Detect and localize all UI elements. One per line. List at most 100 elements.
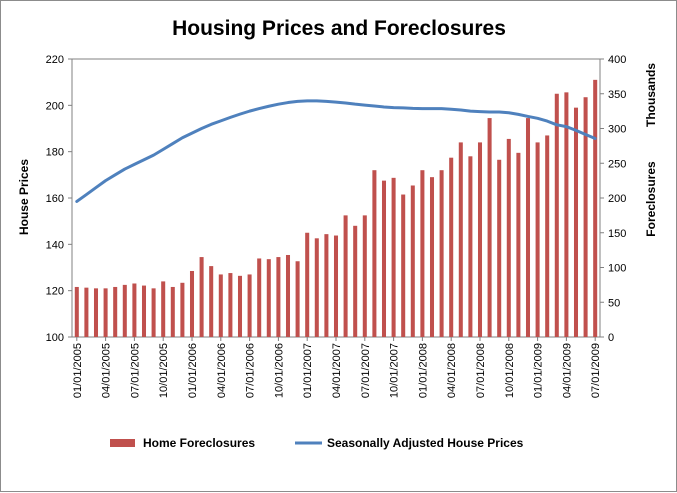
- x-tick-label: 04/01/2007: [331, 343, 343, 398]
- bar-foreclosures: [333, 235, 339, 337]
- y-left-tick-label: 180: [46, 147, 64, 159]
- bar-foreclosures: [372, 170, 377, 337]
- bar-foreclosures: [564, 92, 569, 337]
- x-tick-label: 07/01/2009: [590, 343, 602, 398]
- bar-foreclosures: [477, 142, 483, 337]
- bar-foreclosures: [401, 194, 406, 337]
- bar-foreclosures: [468, 156, 473, 337]
- bar-foreclosures: [74, 286, 79, 337]
- y-right-tick-label: 200: [608, 193, 626, 205]
- x-tick-label: 10/01/2008: [504, 343, 516, 398]
- chart-title: Housing Prices and Foreclosures: [172, 17, 506, 40]
- bar-foreclosures: [257, 258, 262, 337]
- bar-foreclosures: [506, 138, 511, 337]
- x-tick-label: 07/01/2005: [129, 343, 141, 398]
- bar-foreclosures: [573, 107, 579, 338]
- y-right-tick-label: 50: [608, 297, 620, 309]
- bar-foreclosures: [535, 142, 540, 337]
- x-tick-label: 01/01/2009: [533, 343, 545, 398]
- legend-label-house-prices: Seasonally Adjusted House Prices: [327, 436, 524, 450]
- bar-foreclosures: [516, 152, 521, 337]
- y-left-tick-label: 160: [46, 193, 64, 205]
- legend-label-foreclosures: Home Foreclosures: [143, 436, 255, 450]
- bar-foreclosures: [343, 215, 348, 338]
- y-right-tick-label: 350: [608, 89, 626, 101]
- bar-foreclosures: [103, 288, 108, 337]
- x-tick-label: 10/01/2006: [273, 343, 285, 398]
- bar-foreclosures: [545, 135, 550, 337]
- bar-foreclosures: [151, 288, 156, 337]
- bar-foreclosures: [429, 177, 435, 337]
- legend: Home Foreclosures Seasonally Adjusted Ho…: [110, 436, 524, 450]
- bar-foreclosures: [449, 157, 454, 337]
- bar-foreclosures: [324, 234, 329, 337]
- x-tick-label: 07/01/2007: [360, 343, 372, 398]
- y-left-tick-label: 100: [46, 332, 64, 344]
- bar-foreclosures: [237, 275, 243, 337]
- bar-foreclosures: [218, 274, 223, 337]
- x-tick-label: 10/01/2005: [158, 343, 170, 398]
- bar-foreclosures: [122, 284, 127, 338]
- bar-foreclosures: [209, 266, 214, 337]
- bar-foreclosures: [554, 93, 559, 337]
- bar-foreclosures: [161, 281, 166, 337]
- bar-foreclosures: [391, 177, 396, 337]
- bar-foreclosures: [170, 286, 175, 337]
- bar-foreclosures: [420, 170, 425, 337]
- x-tick-label: 01/01/2007: [302, 343, 314, 398]
- bar-foreclosures: [353, 225, 358, 337]
- x-tick-label: 07/01/2006: [245, 343, 257, 398]
- y-left-tick-label: 120: [46, 286, 64, 298]
- y-right-tick-label: 300: [608, 124, 626, 136]
- bar-foreclosures: [381, 180, 387, 338]
- bar-foreclosures: [141, 285, 147, 337]
- bar-foreclosures: [180, 282, 185, 337]
- y-left-tick-label: 200: [46, 100, 64, 112]
- bar-foreclosures: [362, 215, 367, 338]
- bar-foreclosures: [593, 79, 598, 337]
- x-tick-label: 04/01/2009: [561, 343, 573, 398]
- y-axis-right-title: Foreclosures: [644, 161, 658, 237]
- y-left-tick-label: 140: [46, 239, 64, 251]
- bar-foreclosures: [525, 118, 531, 337]
- bar-foreclosures: [583, 97, 588, 337]
- bar-foreclosures: [487, 118, 492, 337]
- y-right-tick-label: 400: [608, 54, 626, 66]
- bar-foreclosures: [410, 185, 415, 337]
- bar-foreclosures: [276, 257, 281, 337]
- bar-foreclosures: [189, 270, 195, 337]
- x-tick-label: 01/01/2008: [417, 343, 429, 398]
- bar-foreclosures: [199, 257, 204, 337]
- bar-foreclosures: [247, 274, 252, 337]
- x-tick-label: 04/01/2006: [216, 343, 228, 398]
- y-right-tick-label: 0: [608, 332, 614, 344]
- bar-foreclosures: [266, 259, 271, 337]
- y-right-tick-label: 100: [608, 263, 626, 275]
- bar-foreclosures: [314, 238, 319, 337]
- bar-foreclosures: [93, 288, 99, 337]
- bar-foreclosures: [113, 286, 118, 337]
- legend-swatch-foreclosures: [110, 439, 135, 447]
- bar-foreclosures: [228, 273, 233, 337]
- y-axis-left-title: House Prices: [17, 159, 31, 235]
- x-tick-label: 01/01/2006: [187, 343, 199, 398]
- x-tick-label: 04/01/2008: [446, 343, 458, 398]
- y-left-tick-label: 220: [46, 54, 64, 66]
- bar-foreclosures: [439, 170, 444, 337]
- x-tick-label: 04/01/2005: [101, 343, 113, 398]
- bar-foreclosures: [305, 232, 310, 337]
- x-tick-label: 07/01/2008: [475, 343, 487, 398]
- bar-foreclosures: [285, 254, 291, 337]
- bar-foreclosures: [132, 283, 137, 337]
- bar-foreclosures: [84, 287, 89, 337]
- bar-foreclosures: [295, 261, 300, 337]
- bar-foreclosures: [458, 142, 463, 337]
- x-tick-label: 01/01/2005: [72, 343, 84, 398]
- y-axis-right-unit: Thousands: [644, 63, 658, 127]
- y-right-tick-label: 250: [608, 158, 626, 170]
- line-house-prices: [75, 99, 597, 203]
- bar-foreclosures: [497, 159, 502, 337]
- x-tick-label: 10/01/2007: [389, 343, 401, 398]
